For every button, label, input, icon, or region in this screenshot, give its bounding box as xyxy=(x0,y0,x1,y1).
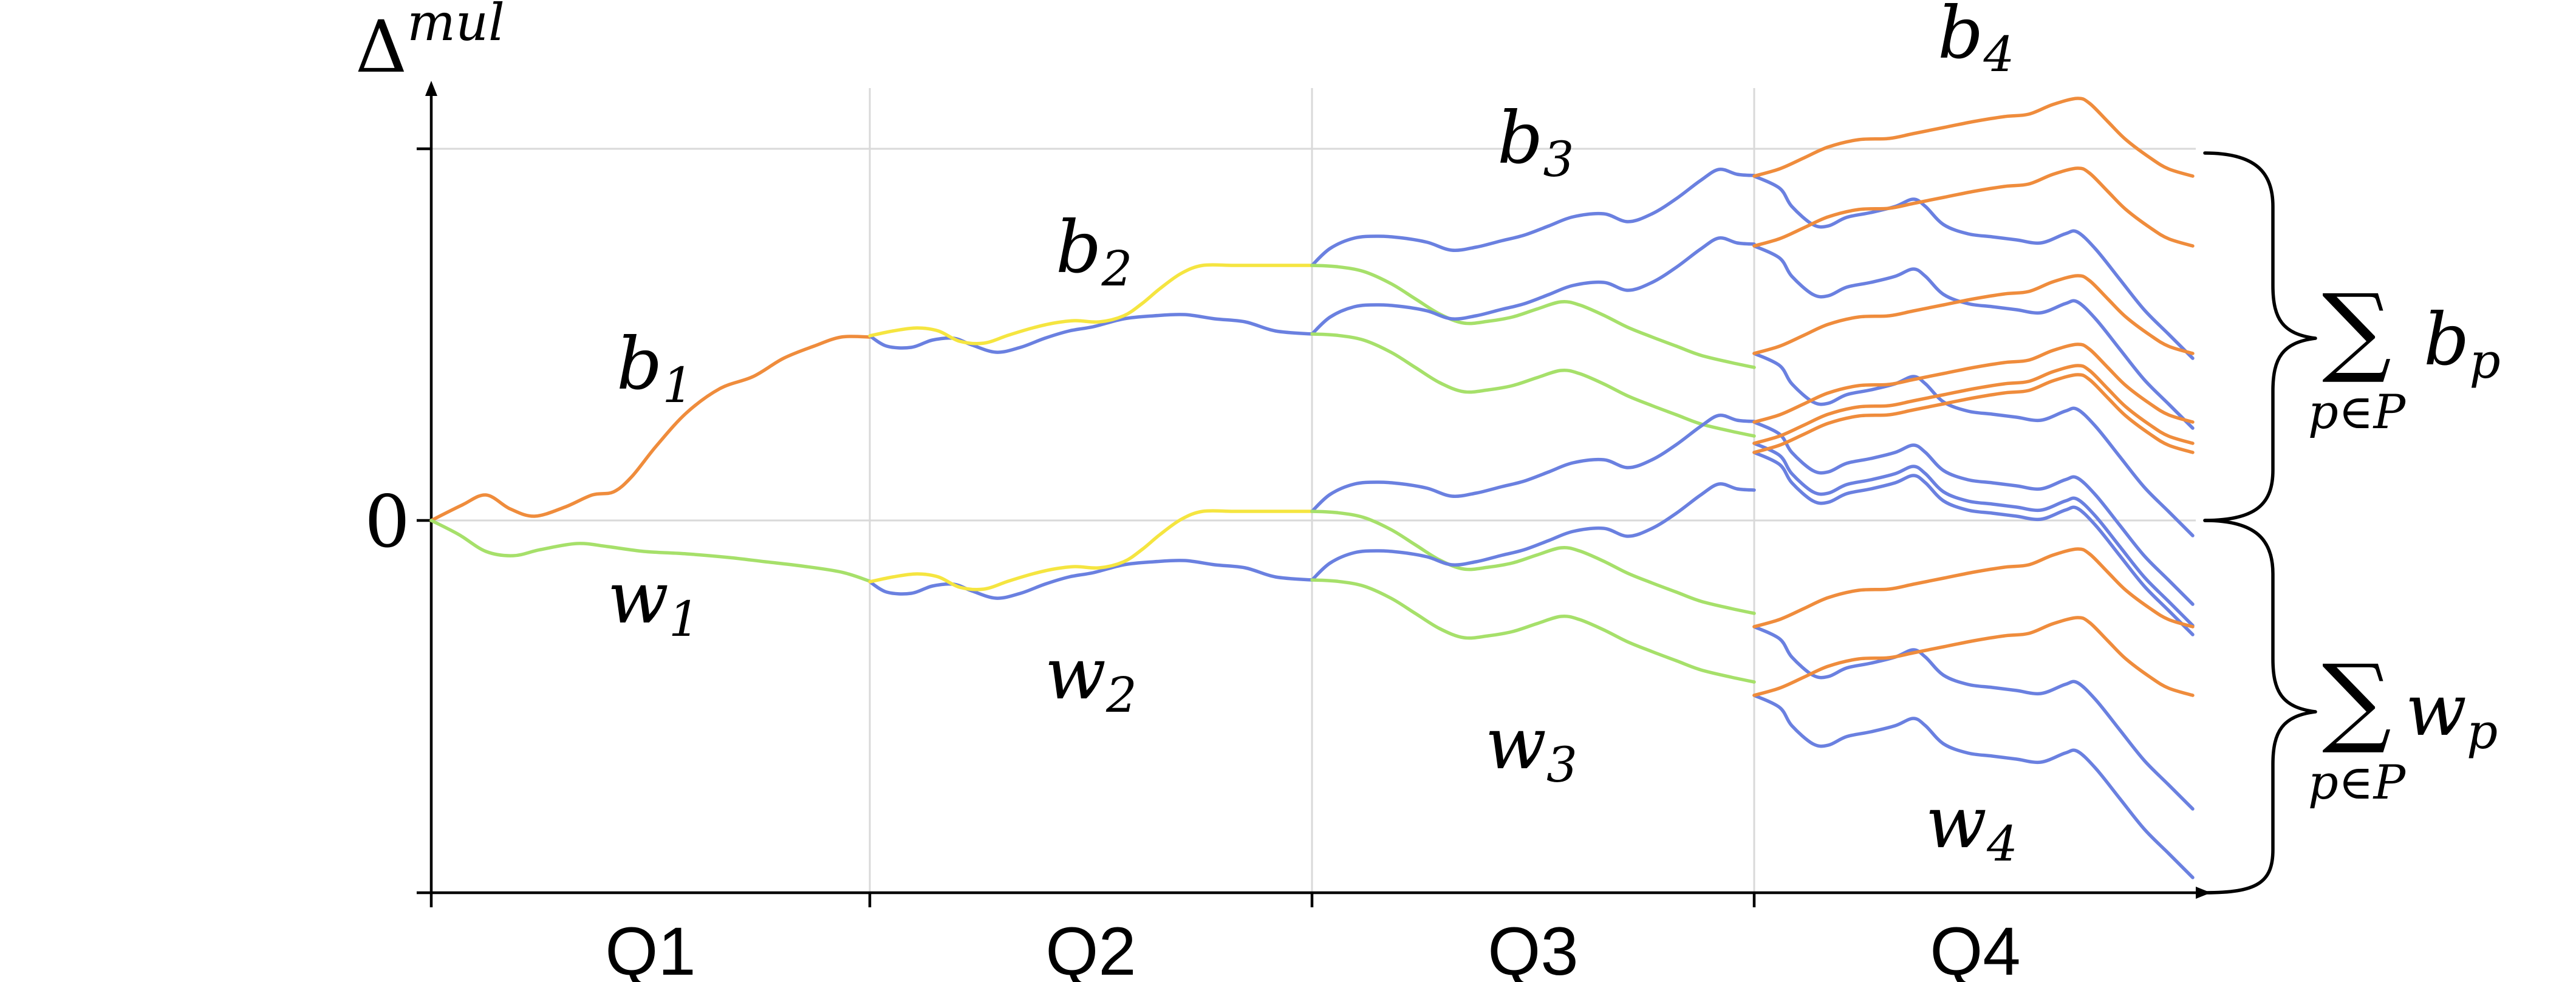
sum-term-bottom: wp xyxy=(2405,668,2498,760)
sum-index-bottom: p∈P xyxy=(2308,755,2407,810)
path-q4-blue-8 xyxy=(1752,694,2195,879)
quarter-label-q1: Q1 xyxy=(605,913,695,982)
path-q2-yellow-upper xyxy=(868,263,1314,346)
path-q3-green-4 xyxy=(1310,578,1756,684)
label-b3: b3 xyxy=(1497,96,1574,188)
path-q4-orange-3 xyxy=(1752,274,2195,355)
sum-term-top: bp xyxy=(2424,298,2501,389)
path-q4-blue-5 xyxy=(1752,442,2195,627)
y-axis-arrowhead xyxy=(425,81,437,96)
path-q3-blue-2 xyxy=(1310,236,1756,336)
path-q3-blue-1 xyxy=(1310,168,1756,267)
label-b2: b2 xyxy=(1056,205,1132,297)
zero-label: 0 xyxy=(364,480,410,564)
sum-label-bottom: ∑ p∈P wp xyxy=(2308,643,2498,810)
path-q4-blue-2 xyxy=(1752,244,2195,430)
label-b1: b1 xyxy=(617,322,693,414)
path-q4-orange-8 xyxy=(1752,616,2195,697)
path-q4-orange-1 xyxy=(1752,97,2195,178)
label-w2: w2 xyxy=(1045,632,1137,723)
path-q4-blue-6 xyxy=(1752,451,2195,636)
path-q3-green-1 xyxy=(1310,264,1756,369)
label-w4: w4 xyxy=(1925,780,2018,872)
path-q4-blue-7 xyxy=(1752,625,2195,811)
label-w1: w1 xyxy=(607,556,700,647)
path-q3-blue-3 xyxy=(1310,414,1756,513)
path-q3-green-3 xyxy=(1310,510,1756,615)
path-q4-orange-5 xyxy=(1752,364,2195,445)
path-q4-orange-2 xyxy=(1752,166,2195,248)
sum-symbol-bottom: ∑ xyxy=(2322,643,2391,757)
axes xyxy=(417,81,2211,907)
y-axis-label: Δmul xyxy=(355,0,505,89)
path-q4-blue-4 xyxy=(1752,420,2195,606)
scenario-paths xyxy=(429,97,2195,879)
quarter-label-q4: Q4 xyxy=(1930,913,2020,982)
path-q2-blue-upper xyxy=(868,313,1314,354)
path-q4-orange-7 xyxy=(1752,547,2195,629)
quarter-label-q2: Q2 xyxy=(1045,913,1136,982)
path-q4-blue-3 xyxy=(1752,352,2195,537)
top-brace xyxy=(2203,151,2317,522)
label-b4: b4 xyxy=(1938,0,2014,83)
path-q3-blue-4 xyxy=(1310,482,1756,582)
path-q4-orange-4 xyxy=(1752,343,2195,424)
quarter-label-q3: Q3 xyxy=(1488,913,1578,982)
path-q2-yellow-lower xyxy=(868,509,1314,592)
path-w1 xyxy=(429,519,872,583)
label-w3: w3 xyxy=(1485,701,1577,793)
path-q4-blue-1 xyxy=(1752,174,2195,360)
path-q2-blue-lower xyxy=(868,559,1314,600)
y-axis-superscript: mul xyxy=(407,0,505,52)
path-q4-orange-6 xyxy=(1752,373,2195,454)
sum-label-top: ∑ p∈P bp xyxy=(2308,273,2501,440)
path-b1 xyxy=(429,335,872,522)
bottom-brace xyxy=(2203,519,2317,895)
y-axis-symbol: Δ xyxy=(355,5,407,89)
path-q3-green-2 xyxy=(1310,332,1756,438)
sum-symbol-top: ∑ xyxy=(2322,273,2391,386)
sum-index-top: p∈P xyxy=(2308,385,2407,440)
